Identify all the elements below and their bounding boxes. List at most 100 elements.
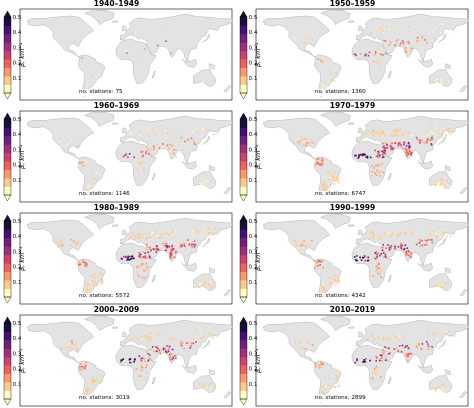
station-marker	[214, 228, 216, 231]
station-marker	[388, 246, 391, 249]
landmass	[428, 69, 453, 87]
station-marker	[375, 253, 378, 256]
colorbar-segment	[240, 263, 247, 272]
station-marker	[375, 373, 378, 375]
station-count-value: 4342	[351, 293, 366, 299]
station-marker	[175, 339, 178, 342]
station-marker	[140, 335, 142, 337]
station-marker	[169, 257, 172, 260]
station-marker	[145, 232, 147, 235]
station-marker	[168, 357, 171, 359]
colorbar-tick-label: 0.1	[249, 280, 258, 286]
station-marker	[408, 146, 411, 149]
station-marker	[434, 27, 436, 30]
station-count: no. stations: 4342	[314, 293, 367, 300]
station-marker	[398, 345, 401, 347]
station-marker	[333, 172, 336, 174]
station-marker	[325, 86, 328, 89]
station-marker	[146, 237, 148, 239]
station-marker	[421, 244, 424, 247]
station-marker	[427, 133, 429, 136]
station-marker	[317, 157, 320, 160]
station-marker	[447, 183, 450, 185]
station-marker	[87, 288, 90, 291]
station-marker	[328, 179, 330, 181]
station-marker	[59, 237, 61, 240]
station-marker	[374, 258, 377, 260]
station-marker	[374, 149, 376, 152]
station-marker	[438, 184, 440, 186]
station-marker	[361, 256, 364, 259]
station-marker	[134, 234, 136, 237]
station-marker	[190, 342, 193, 344]
landmass	[122, 229, 128, 236]
station-marker	[424, 239, 426, 242]
station-marker	[377, 237, 380, 239]
colorbar-segment	[240, 288, 247, 298]
station-marker	[140, 264, 143, 266]
station-marker	[337, 172, 339, 175]
station-marker	[202, 336, 205, 338]
station-marker	[191, 246, 193, 248]
station-marker	[394, 44, 396, 46]
station-marker	[440, 23, 443, 25]
station-marker	[377, 60, 379, 62]
station-marker	[404, 244, 407, 247]
colorbar-tick-label: 0.5	[249, 15, 258, 21]
station-marker	[439, 79, 442, 81]
station-marker	[372, 60, 374, 62]
station-marker	[423, 141, 425, 144]
colorbar-label: β, km⁻¹	[254, 348, 262, 373]
station-marker	[427, 343, 429, 345]
station-marker	[125, 255, 128, 258]
colorbar-segment	[240, 84, 247, 94]
station-marker	[394, 247, 396, 250]
station-marker	[133, 234, 135, 237]
station-marker	[203, 179, 206, 182]
station-marker	[429, 233, 432, 236]
landmass	[181, 58, 197, 68]
station-marker	[150, 233, 153, 235]
station-marker	[172, 357, 174, 359]
station-marker	[334, 386, 337, 389]
station-marker	[389, 147, 392, 150]
station-marker	[448, 335, 451, 337]
station-marker	[419, 240, 422, 242]
station-marker	[395, 40, 398, 43]
station-marker	[128, 259, 131, 261]
station-marker	[194, 228, 196, 231]
station-marker	[202, 128, 204, 130]
station-marker	[322, 391, 325, 393]
station-marker	[440, 82, 443, 84]
station-marker	[66, 144, 68, 146]
map-panel: 1940–1949 0.5 0.4 0.3 0.2 0.1 β, km⁻¹ no. stati…	[0, 0, 233, 101]
station-marker	[82, 164, 85, 167]
station-marker	[338, 385, 340, 387]
landmass	[151, 376, 156, 385]
station-marker	[169, 358, 171, 361]
station-marker	[159, 237, 162, 239]
station-marker	[398, 142, 401, 145]
station-marker	[321, 285, 324, 288]
station-marker	[391, 27, 394, 30]
station-marker	[141, 276, 144, 279]
station-markers	[293, 227, 452, 294]
station-marker	[382, 171, 384, 174]
station-marker	[408, 144, 411, 147]
colorbar-segment	[240, 50, 247, 60]
station-marker	[188, 244, 190, 246]
station-marker	[404, 150, 407, 153]
station-marker	[379, 27, 382, 30]
station-marker	[387, 336, 390, 339]
station-marker	[143, 48, 146, 50]
colorbar-segment	[4, 356, 11, 366]
landmass	[459, 187, 468, 194]
panel-title: 1960–1969	[93, 101, 140, 110]
station-marker	[165, 351, 168, 354]
station-marker	[442, 228, 445, 231]
station-marker	[91, 275, 94, 278]
panel-title: 2000–2009	[93, 305, 140, 314]
colorbar-tick-label: 0.5	[13, 321, 22, 327]
colorbar-segment	[240, 152, 247, 162]
station-marker	[398, 129, 400, 132]
